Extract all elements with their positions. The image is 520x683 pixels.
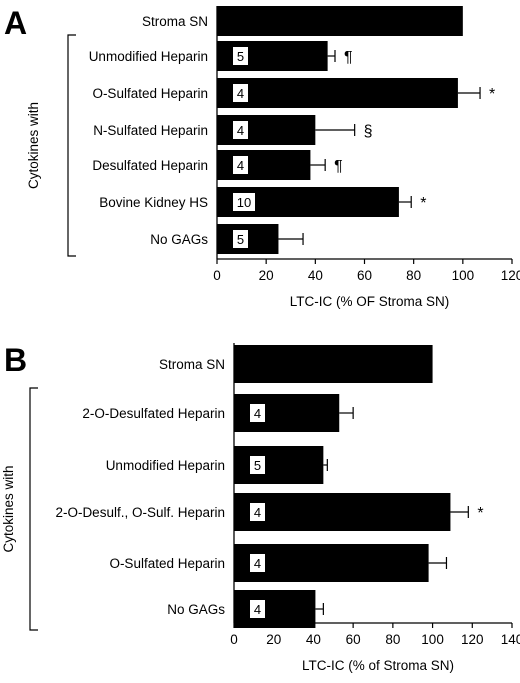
category-label: 2-O-Desulf., O-Sulf. Heparin [55,505,225,520]
n-count-box [233,230,248,248]
x-tick-label: 60 [357,268,372,283]
n-count-box [250,456,265,474]
group-bracket [67,34,76,257]
significance-mark: § [364,123,373,140]
significance-mark: ¶ [334,158,343,175]
category-label: 2-O-Desulfated Heparin [82,406,225,421]
n-count-box [250,503,265,521]
category-label: Unmodified Heparin [89,49,208,64]
significance-mark: * [477,505,483,522]
category-label: O-Sulfated Heparin [109,556,225,571]
significance-mark: * [489,86,495,103]
x-tick-label: 60 [346,632,361,647]
x-tick-label: 140 [501,632,520,647]
category-label: N-Sulfated Heparin [93,123,208,138]
category-label: Unmodified Heparin [106,458,225,473]
n-count-label: 4 [237,123,244,138]
x-tick-label: 20 [259,268,274,283]
n-count-box [250,600,265,618]
x-tick-label: 100 [452,268,475,283]
category-label: No GAGs [150,232,208,247]
category-label: Stroma SN [142,14,208,29]
n-count-label: 5 [237,232,244,247]
n-count-box [233,156,248,174]
significance-mark: * [420,195,426,212]
category-label: No GAGs [167,602,225,617]
x-tick-label: 80 [385,632,400,647]
n-count-box [250,554,265,572]
bar [234,345,433,383]
bar [234,446,324,484]
bar [234,590,316,628]
n-count-label: 4 [254,406,261,421]
bar [234,394,340,432]
panel-letter: A [4,5,27,41]
n-count-box [250,404,265,422]
x-tick-label: 100 [421,632,444,647]
x-axis-title: LTC-IC (% OF Stroma SN) [290,294,450,309]
n-count-box [233,121,248,139]
x-tick-label: 40 [306,632,321,647]
group-label: Cytokines with [26,102,41,189]
bar [217,150,311,180]
n-count-box [233,47,248,65]
x-axis-title: LTC-IC (% of Stroma SN) [302,658,454,673]
x-tick-label: 80 [406,268,421,283]
panel-a: A 0 20 40 60 80 100 120 LTC-IC (% OF Stroma SN) S… [4,5,520,309]
n-count-label: 4 [254,505,261,520]
group-label: Cytokines with [1,465,16,552]
panel-b: B 0 20 40 60 80 100 120 140 LTC-IC (% of Stroma S… [1,342,520,673]
category-label: O-Sulfated Heparin [92,86,208,101]
panel-letter: B [4,342,27,378]
x-tick-label: 40 [308,268,323,283]
category-label: Desulfated Heparin [92,158,208,173]
x-tick-label: 0 [230,632,238,647]
bar [234,544,429,582]
x-tick-label: 20 [266,632,281,647]
bar [234,493,451,531]
bar [217,115,316,145]
n-count-label: 4 [254,602,261,617]
n-count-label: 4 [237,86,244,101]
x-tick-label: 0 [213,268,221,283]
n-count-box [233,193,255,211]
n-count-label: 4 [237,158,244,173]
bar [217,6,463,36]
n-count-label: 10 [237,195,251,210]
x-tick-label: 120 [461,632,484,647]
n-count-label: 5 [254,458,261,473]
n-count-box [233,84,248,102]
category-label: Bovine Kidney HS [99,195,208,210]
n-count-label: 5 [237,49,244,64]
bar [217,78,458,108]
n-count-label: 4 [254,556,261,571]
x-tick-label: 120 [501,268,520,283]
category-label: Stroma SN [159,357,225,372]
group-bracket [29,387,38,631]
significance-mark: ¶ [344,49,353,66]
